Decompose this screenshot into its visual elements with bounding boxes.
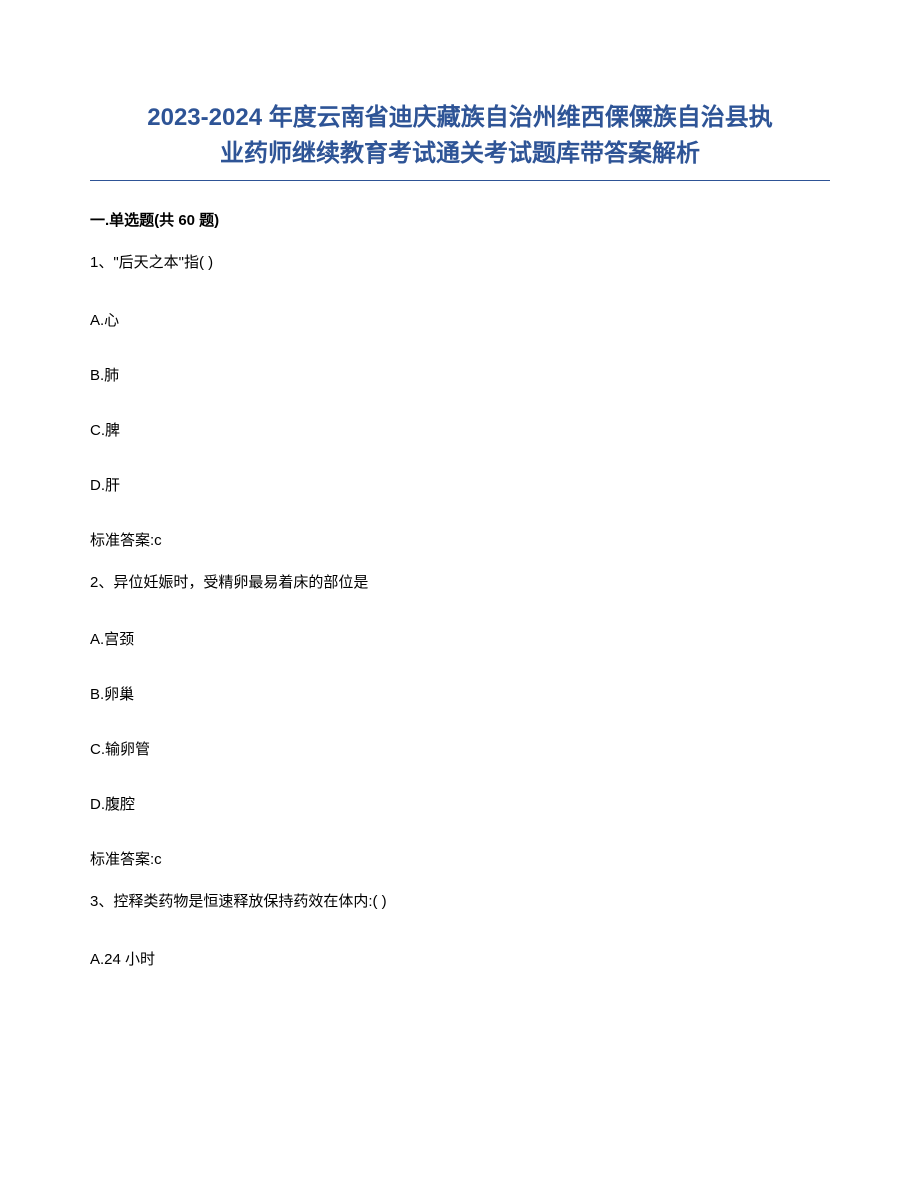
question-option: A.宫颈 [90, 628, 830, 649]
title-underline [90, 180, 830, 181]
question-answer: 标准答案:c [90, 529, 830, 550]
question-option: D.肝 [90, 474, 830, 495]
title-line-2: 业药师继续教育考试通关考试题库带答案解析 [220, 140, 700, 167]
question-stem: 3、控释类药物是恒速释放保持药效在体内:( ) [90, 891, 830, 914]
question-answer: 标准答案:c [90, 848, 830, 869]
title-line-1: 2023-2024 年度云南省迪庆藏族自治州维西傈僳族自治县执 [147, 104, 772, 131]
question-option: C.脾 [90, 419, 830, 440]
question-option: A.心 [90, 309, 830, 330]
question-option: D.腹腔 [90, 793, 830, 814]
question-option: B.卵巢 [90, 683, 830, 704]
question-option: A.24 小时 [90, 948, 830, 969]
question-option: C.输卵管 [90, 738, 830, 759]
question-stem: 2、异位妊娠时，受精卵最易着床的部位是 [90, 572, 830, 595]
question-stem: 1、"后天之本"指( ) [90, 252, 830, 275]
section-header: 一.单选题(共 60 题) [90, 209, 830, 230]
question-option: B.肺 [90, 364, 830, 385]
document-title: 2023-2024 年度云南省迪庆藏族自治州维西傈僳族自治县执 业药师继续教育考… [90, 100, 830, 172]
